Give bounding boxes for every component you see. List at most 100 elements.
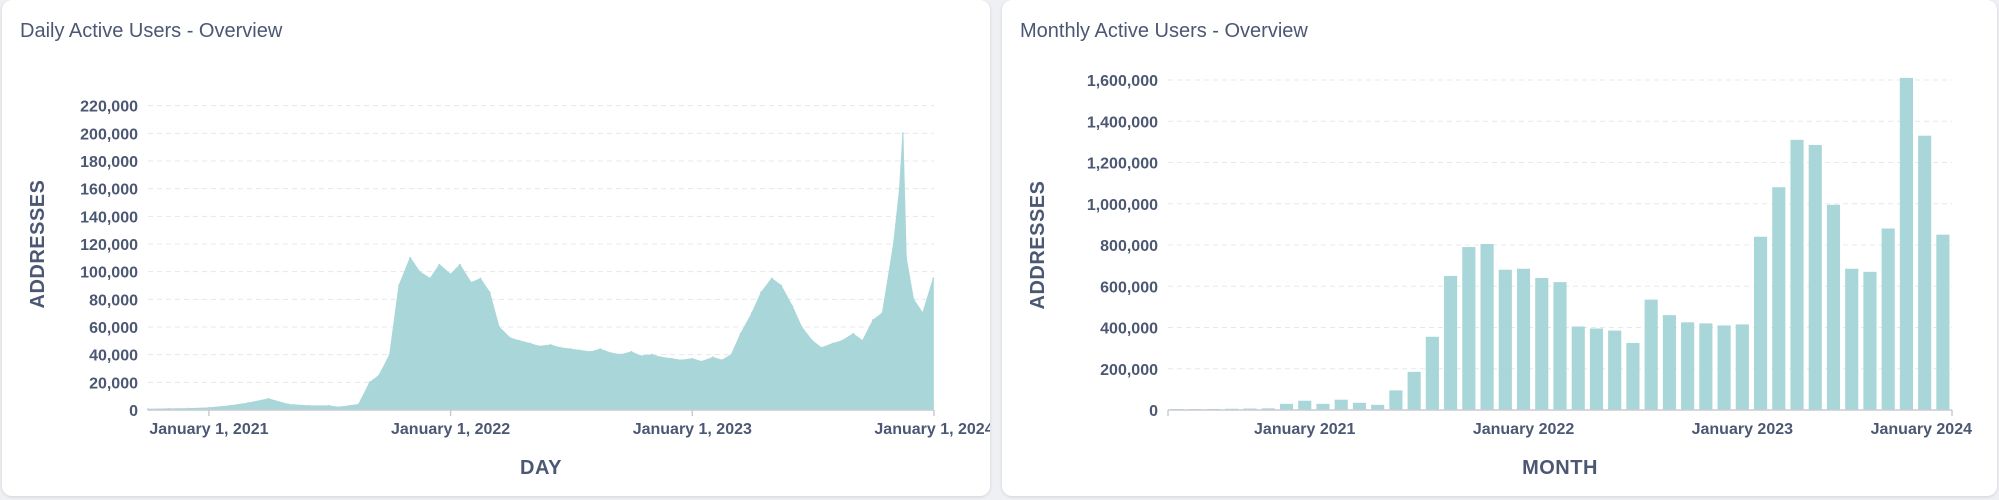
dau-data-point[interactable]	[348, 404, 351, 407]
dau-data-point[interactable]	[529, 342, 532, 345]
mau-bar[interactable]	[1516, 268, 1531, 410]
mau-bar[interactable]	[1498, 269, 1512, 410]
dau-data-point[interactable]	[569, 348, 572, 351]
dau-data-point[interactable]	[650, 353, 653, 356]
dau-data-point[interactable]	[739, 332, 742, 335]
dau-data-point[interactable]	[901, 132, 904, 135]
mau-bar[interactable]	[1735, 324, 1749, 410]
dau-data-point[interactable]	[187, 407, 190, 410]
dau-data-point[interactable]	[721, 359, 724, 362]
dau-data-point[interactable]	[750, 312, 753, 315]
dau-data-point[interactable]	[898, 187, 901, 190]
dau-data-point[interactable]	[905, 256, 908, 259]
mau-bar[interactable]	[1535, 278, 1549, 410]
dau-data-point[interactable]	[639, 355, 642, 358]
dau-data-point[interactable]	[429, 277, 432, 280]
dau-data-point[interactable]	[932, 277, 935, 280]
dau-data-point[interactable]	[518, 339, 521, 342]
dau-data-point[interactable]	[418, 270, 421, 273]
dau-data-point[interactable]	[780, 284, 783, 287]
mau-bar[interactable]	[1352, 402, 1367, 410]
dau-data-point[interactable]	[912, 298, 915, 301]
dau-data-point[interactable]	[840, 339, 843, 342]
dau-data-point[interactable]	[921, 312, 924, 315]
mau-bar[interactable]	[1589, 328, 1604, 410]
dau-data-point[interactable]	[488, 291, 491, 294]
dau-data-point[interactable]	[691, 357, 694, 360]
dau-chart-title[interactable]: Daily Active Users - Overview	[20, 20, 283, 42]
dau-data-point[interactable]	[549, 343, 552, 346]
dau-data-point[interactable]	[497, 326, 500, 328]
mau-bar[interactable]	[1316, 403, 1330, 410]
dau-data-point[interactable]	[578, 349, 581, 352]
dau-data-point[interactable]	[558, 346, 561, 349]
dau-data-point[interactable]	[357, 403, 360, 406]
dau-data-point[interactable]	[831, 342, 834, 345]
dau-data-point[interactable]	[820, 346, 823, 349]
dau-data-point[interactable]	[861, 339, 864, 342]
mau-bar[interactable]	[1662, 315, 1676, 410]
dau-data-point[interactable]	[438, 263, 441, 266]
mau-bar[interactable]	[1279, 403, 1294, 410]
mau-bar[interactable]	[1863, 271, 1877, 410]
dau-data-point[interactable]	[207, 406, 210, 409]
dau-data-point[interactable]	[228, 404, 231, 407]
mau-bar[interactable]	[1808, 144, 1822, 410]
mau-bar[interactable]	[1753, 236, 1768, 410]
dau-data-point[interactable]	[246, 402, 249, 405]
mau-bar[interactable]	[1899, 77, 1913, 410]
dau-data-point[interactable]	[680, 359, 683, 362]
dau-data-point[interactable]	[619, 353, 622, 356]
mau-bar[interactable]	[1261, 408, 1275, 410]
dau-data-point[interactable]	[397, 284, 400, 287]
dau-data-point[interactable]	[892, 243, 895, 245]
dau-data-point[interactable]	[660, 356, 663, 359]
dau-data-point[interactable]	[872, 319, 875, 322]
mau-bar[interactable]	[1626, 342, 1640, 410]
dau-data-point[interactable]	[479, 277, 482, 280]
dau-data-point[interactable]	[670, 357, 673, 360]
mau-bar[interactable]	[1699, 323, 1713, 410]
mau-bar[interactable]	[1772, 187, 1786, 410]
dau-data-point[interactable]	[538, 345, 541, 348]
dau-data-point[interactable]	[800, 326, 803, 328]
mau-bar[interactable]	[1571, 326, 1585, 410]
mau-bar[interactable]	[1480, 243, 1494, 410]
mau-bar[interactable]	[1371, 404, 1385, 410]
dau-data-point[interactable]	[287, 403, 290, 406]
dau-data-point[interactable]	[630, 350, 633, 353]
mau-bar[interactable]	[1717, 325, 1731, 410]
dau-data-point[interactable]	[770, 277, 773, 280]
dau-data-point[interactable]	[610, 352, 613, 355]
dau-data-point[interactable]	[791, 305, 794, 308]
dau-data-point[interactable]	[267, 397, 270, 400]
dau-data-point[interactable]	[368, 381, 371, 384]
mau-bar[interactable]	[1826, 204, 1841, 410]
mau-bar[interactable]	[1936, 234, 1950, 410]
dau-data-point[interactable]	[760, 291, 763, 294]
dau-data-point[interactable]	[449, 273, 452, 276]
mau-bar[interactable]	[1462, 247, 1476, 410]
dau-data-point[interactable]	[711, 356, 714, 359]
dau-data-point[interactable]	[811, 339, 814, 342]
mau-bar[interactable]	[1553, 282, 1567, 410]
dau-data-point[interactable]	[409, 256, 412, 259]
dau-data-point[interactable]	[378, 374, 381, 377]
dau-data-point[interactable]	[337, 406, 340, 409]
mau-bar[interactable]	[1881, 228, 1895, 411]
mau-bar[interactable]	[1845, 268, 1859, 410]
dau-data-point[interactable]	[509, 337, 512, 340]
dau-data-point[interactable]	[881, 312, 884, 315]
dau-data-point[interactable]	[470, 281, 473, 284]
mau-bar[interactable]	[1918, 135, 1932, 410]
mau-chart-title[interactable]: Monthly Active Users - Overview	[1020, 20, 1308, 42]
dau-data-point[interactable]	[307, 404, 310, 407]
dau-data-point[interactable]	[730, 353, 733, 356]
dau-data-point[interactable]	[852, 332, 855, 335]
dau-data-point[interactable]	[700, 360, 703, 363]
dau-data-point[interactable]	[599, 348, 602, 351]
mau-bar[interactable]	[1644, 299, 1658, 410]
mau-bar[interactable]	[1407, 371, 1421, 410]
dau-data-point[interactable]	[589, 350, 592, 353]
dau-data-point[interactable]	[388, 353, 391, 356]
